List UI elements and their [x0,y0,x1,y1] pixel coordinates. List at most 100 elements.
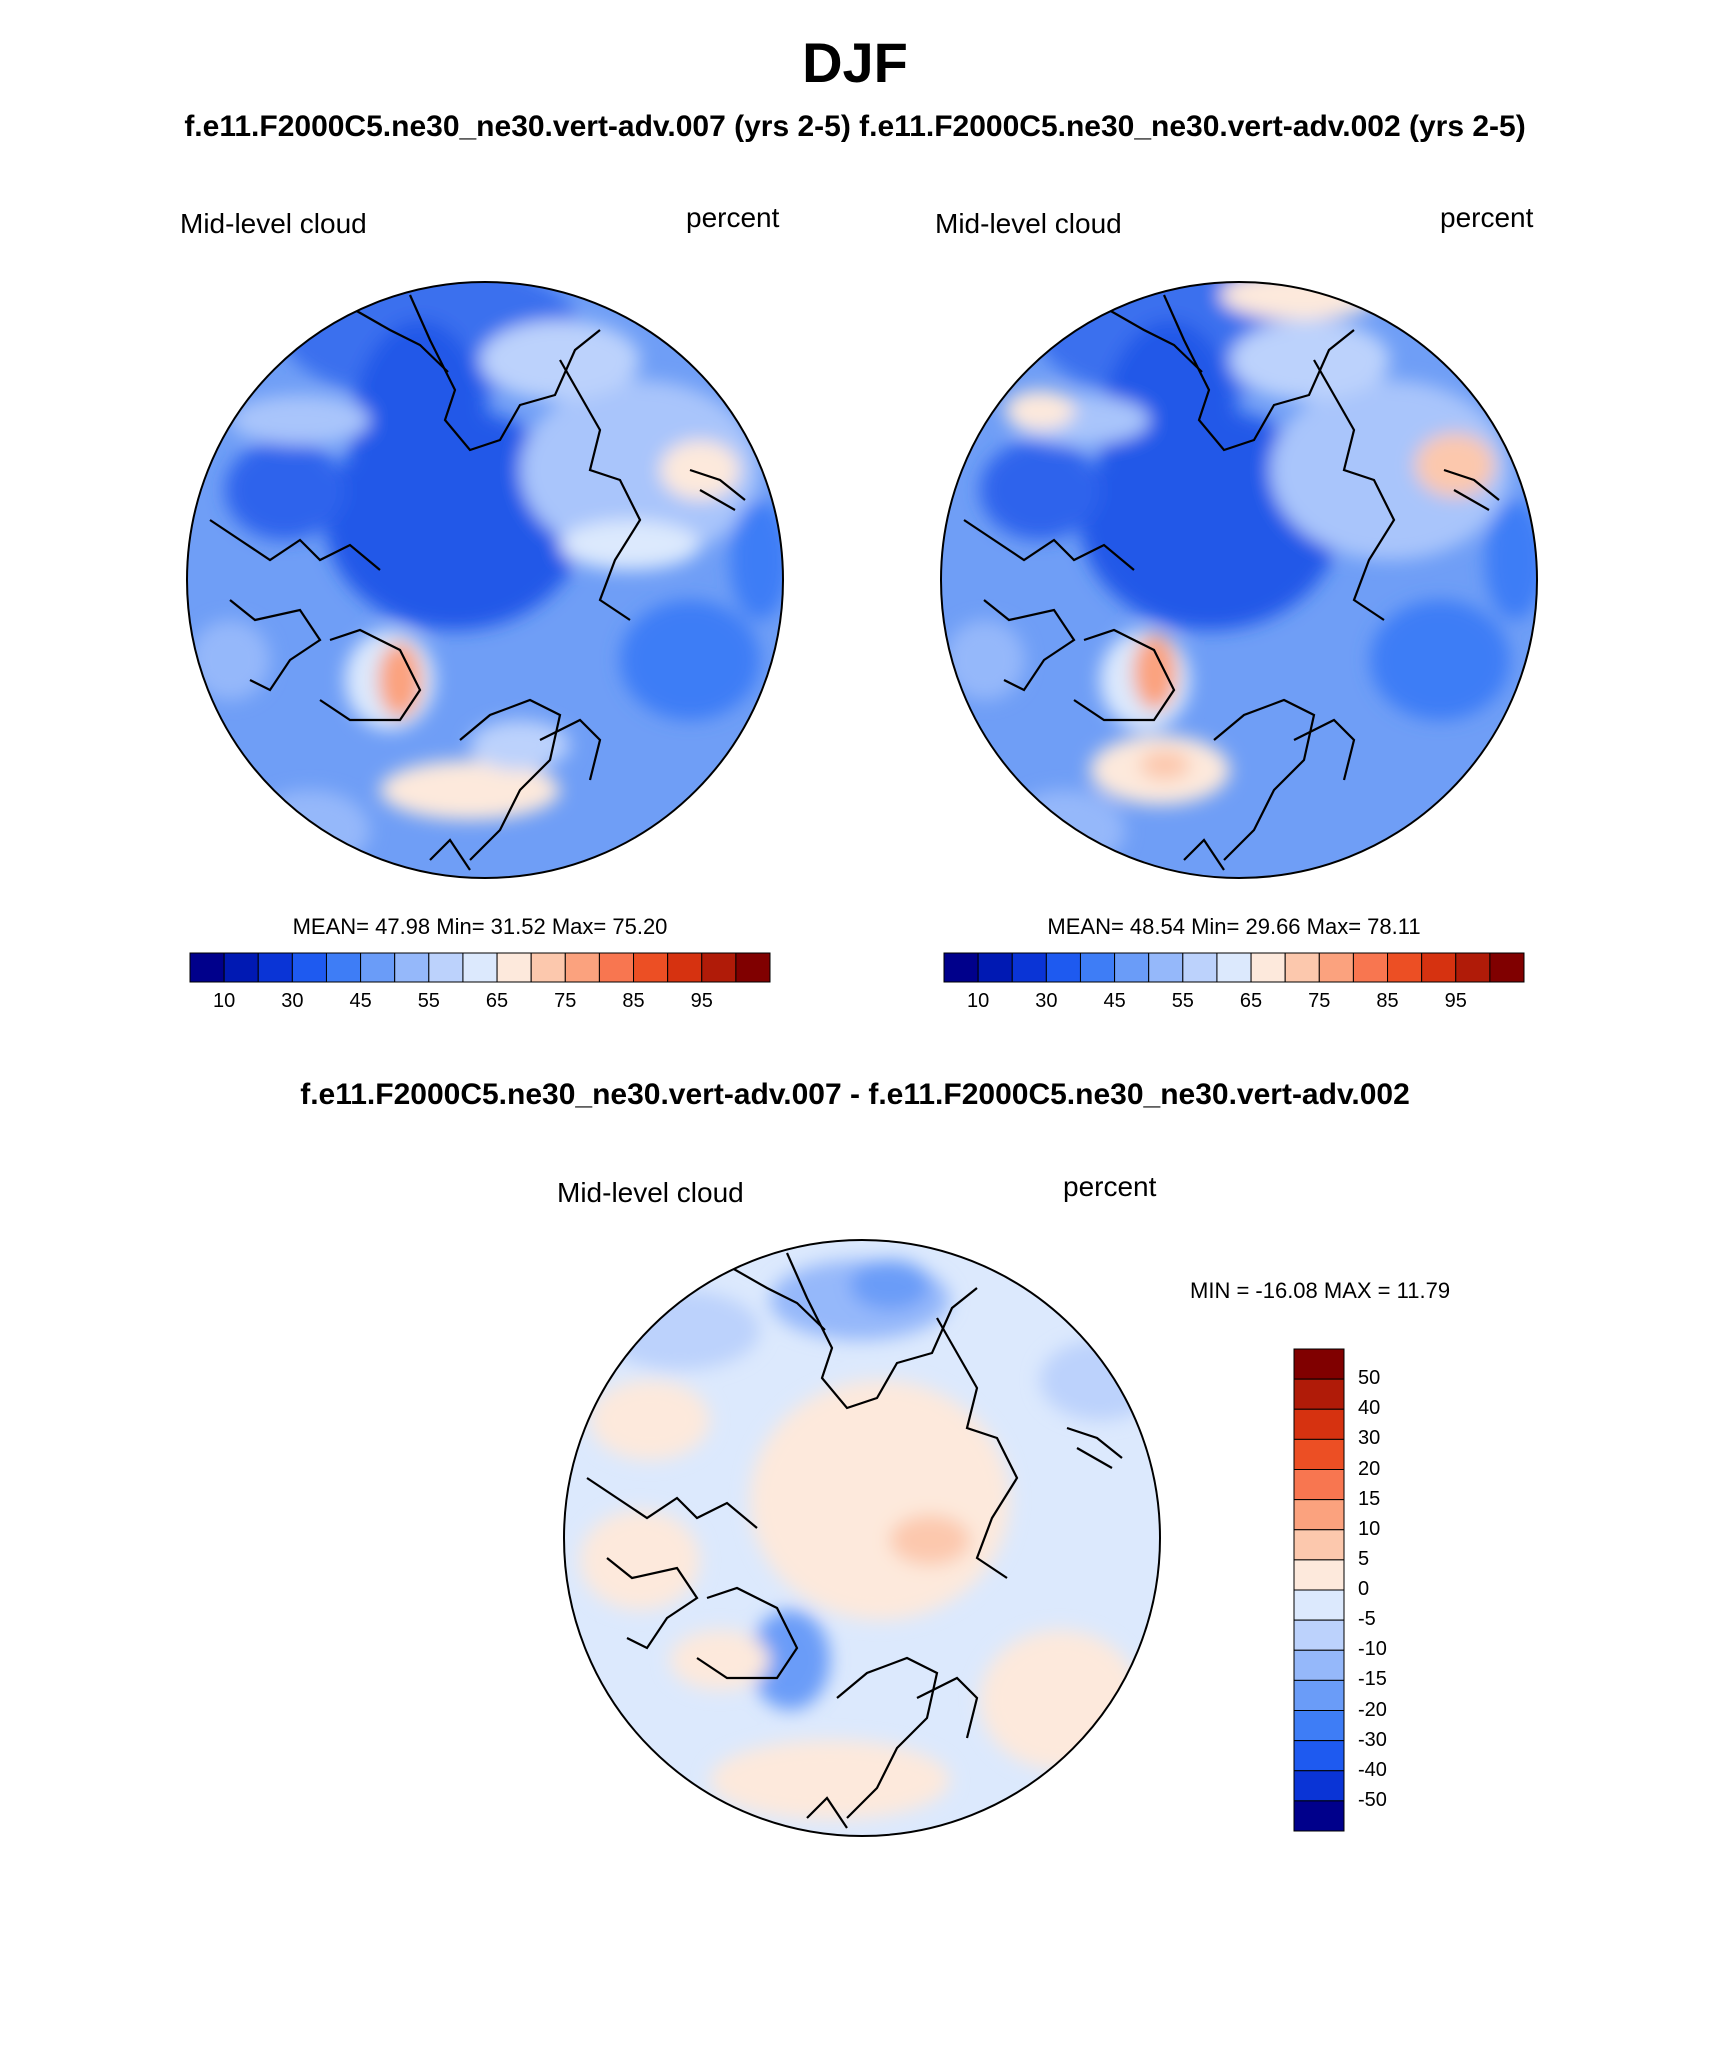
panel2-colorbar-tick-label: 10 [966,990,990,1012]
panel1-colorbar-swatch [496,952,532,983]
panel2-colorbar-tick-label: 75 [1308,990,1331,1012]
difference-colorbar-tick-label: -10 [1358,1638,1387,1661]
panel3-map [563,1239,1161,1837]
difference-colorbar-swatch [1293,1770,1345,1802]
panel1-colorbar-tick-label: 30 [281,990,304,1012]
panel2-colorbar-swatch [1455,952,1491,983]
panel2-units-label: percent [1440,202,1534,233]
difference-colorbar-swatch [1293,1529,1345,1561]
difference-title: f.e11.F2000C5.ne30_ne30.vert-adv.007 - f… [300,1078,1410,1111]
panel1-colorbar-swatch [325,952,362,983]
panel3-coastlines [586,1252,1123,1829]
panel2-colorbar-swatch [1182,952,1218,983]
panel1-colorbar-swatch [257,952,293,983]
panel1-coastlines [209,294,746,871]
panel1-colorbar-swatch [291,952,327,983]
difference-colorbar-tick-label: -5 [1358,1608,1376,1631]
panel2-colorbar-tick-label: 95 [1444,990,1467,1012]
panel1-colorbar-tick-label: 75 [554,990,577,1012]
panel2-colorbar-swatch [1045,952,1081,983]
panel1-colorbar-swatch [223,952,259,983]
panel1-map [186,281,784,879]
panel2-colorbar-tick-label: 65 [1239,990,1263,1012]
panel1-colorbar-swatch [530,952,566,983]
difference-colorbar-tick-label: 5 [1358,1547,1370,1570]
panel3-variable-label: Mid-level cloud [557,1177,744,1208]
difference-colorbar-tick-label: 10 [1358,1517,1381,1540]
panel1-colorbar-swatch [564,952,600,983]
panel1-colorbar-swatch [701,952,737,983]
difference-colorbar-swatch [1293,1408,1345,1440]
difference-colorbar-tick-label: 30 [1358,1427,1381,1450]
difference-colorbar-swatch [1293,1348,1345,1380]
difference-colorbar-tick-label: 40 [1358,1397,1381,1420]
panel2-colorbar-tick-label: 45 [1103,990,1126,1012]
panel2-colorbar-swatch [1284,952,1320,983]
panel1-colorbar-tick-label: 65 [485,990,509,1012]
difference-colorbar-swatch [1293,1559,1345,1591]
panel1-colorbar [189,952,771,983]
panel3-units-label: percent [1063,1171,1157,1202]
difference-colorbar-swatch [1293,1378,1345,1410]
difference-colorbar-tick-label: 0 [1358,1578,1370,1600]
case-titles: f.e11.F2000C5.ne30_ne30.vert-adv.007 (yr… [184,110,1526,143]
panel1-colorbar-swatch [394,952,430,983]
panel2-colorbar-swatch [977,952,1013,983]
difference-colorbar-swatch [1293,1438,1345,1470]
difference-colorbar-tick-label: -50 [1358,1788,1387,1811]
panel1-colorbar-swatch [462,952,498,983]
difference-colorbar-swatch [1293,1589,1345,1621]
difference-colorbar-tick-label: 15 [1358,1487,1381,1510]
panel2-variable-label: Mid-level cloud [935,208,1122,239]
panel3-stats: MIN = -16.08 MAX = 11.79 [1190,1278,1451,1303]
panel2-colorbar-swatch [1216,952,1252,983]
panel2-colorbar-swatch [1489,952,1525,983]
difference-colorbar-tick-label: -20 [1358,1698,1387,1721]
panel2-colorbar-swatch [1421,952,1457,983]
difference-colorbar-swatch [1293,1740,1345,1772]
panel2-colorbar-swatch [1250,952,1286,983]
difference-colorbar-swatch [1293,1679,1345,1711]
difference-colorbar-swatch [1293,1800,1345,1832]
difference-colorbar [1293,1348,1345,1832]
panel1-colorbar-swatch [428,952,464,983]
panel2-coastlines [963,294,1500,871]
difference-colorbar-tick-label: 20 [1358,1457,1381,1480]
panel1-variable-label: Mid-level cloud [180,208,367,239]
page-title: DJF [802,31,908,94]
panel1-colorbar-swatch [735,952,771,983]
panel1-colorbar-swatch [633,952,669,983]
difference-colorbar-tick-label: -40 [1358,1758,1387,1781]
difference-colorbar-swatch [1293,1710,1345,1742]
panel2-colorbar-tick-label: 30 [1035,990,1058,1012]
panel1-colorbar-tick-label: 85 [622,990,645,1012]
panel2-colorbar-swatch [1011,952,1047,983]
difference-colorbar-swatch [1293,1499,1345,1531]
panel1-colorbar-swatch [360,952,396,983]
panel2-colorbar-swatch [1079,952,1116,983]
panel1-colorbar-tick-label: 95 [690,990,713,1012]
panel2-colorbar-tick-label: 55 [1171,990,1194,1012]
difference-colorbar-swatch [1293,1619,1345,1651]
panel1-colorbar-tick-label: 55 [417,990,440,1012]
panel2-colorbar-tick-label: 85 [1376,990,1399,1012]
difference-colorbar-swatch [1293,1469,1345,1501]
panel2-colorbar-swatch [1148,952,1184,983]
difference-colorbar-tick-label: -15 [1358,1668,1387,1691]
panel2-colorbar-swatch [1114,952,1150,983]
panel1-units-label: percent [686,202,780,233]
panel2-colorbar-swatch [1352,952,1389,983]
panel1-colorbar-tick-label: 10 [212,990,236,1012]
panel1-colorbar-swatch [667,952,703,983]
difference-colorbar-tick-label: 50 [1358,1367,1381,1390]
panel1-colorbar-swatch [189,952,225,983]
difference-colorbar-tick-label: -30 [1358,1728,1387,1751]
panel2-stats: MEAN= 48.54 Min= 29.66 Max= 78.11 [1047,914,1421,939]
panel2-colorbar-swatch [943,952,979,983]
panel1-colorbar-tick-label: 45 [349,990,372,1012]
difference-colorbar-swatch [1293,1649,1345,1681]
panel2-map [940,281,1538,879]
panel2-colorbar [943,952,1525,983]
panel1-colorbar-swatch [598,952,635,983]
